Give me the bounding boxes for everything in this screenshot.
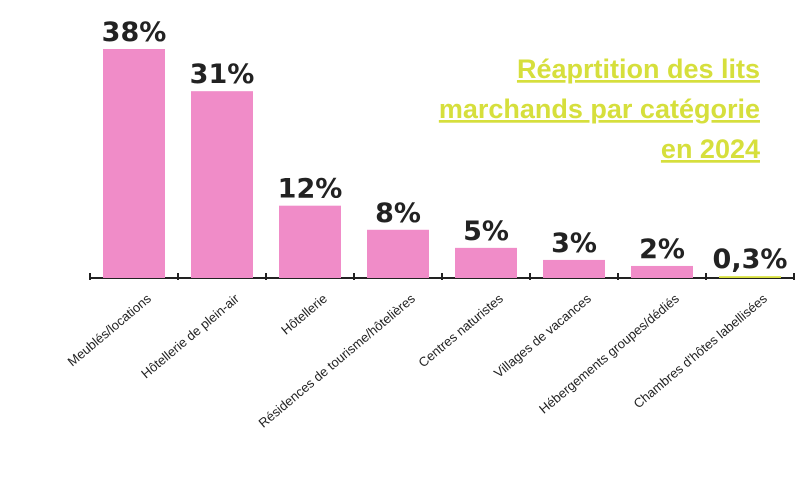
value-label: 12% [278,174,343,205]
bar [631,265,693,278]
value-label: 2% [639,234,685,265]
x-tick-label: Résidences de tourisme/hôtelières [256,290,419,430]
x-tick-label: Hébergements groupes/dédiés [536,290,682,416]
value-label: 8% [375,198,421,229]
x-tick-label: Meublés/locations [65,290,155,369]
x-tick-label: Hôtellerie de plein-air [138,290,242,381]
bar [367,229,429,278]
bar [543,259,605,278]
value-label: 3% [551,228,597,259]
value-label: 0,3% [713,244,788,275]
bar [279,205,341,278]
x-tick-label: Villages de vacances [491,290,594,380]
x-tick-label: Hôtellerie [278,291,330,338]
value-label: 38% [102,17,167,48]
x-tick-label: Centres naturistes [415,290,506,370]
bar [719,276,781,278]
chart-title: Réaprtition des lits [517,54,760,84]
value-label: 31% [190,59,255,90]
bar [103,49,165,278]
chart-title: en 2024 [661,134,760,164]
value-label: 5% [463,216,509,247]
bar [191,91,253,279]
bar [455,247,517,278]
chart-title: marchands par catégorie [439,94,760,124]
